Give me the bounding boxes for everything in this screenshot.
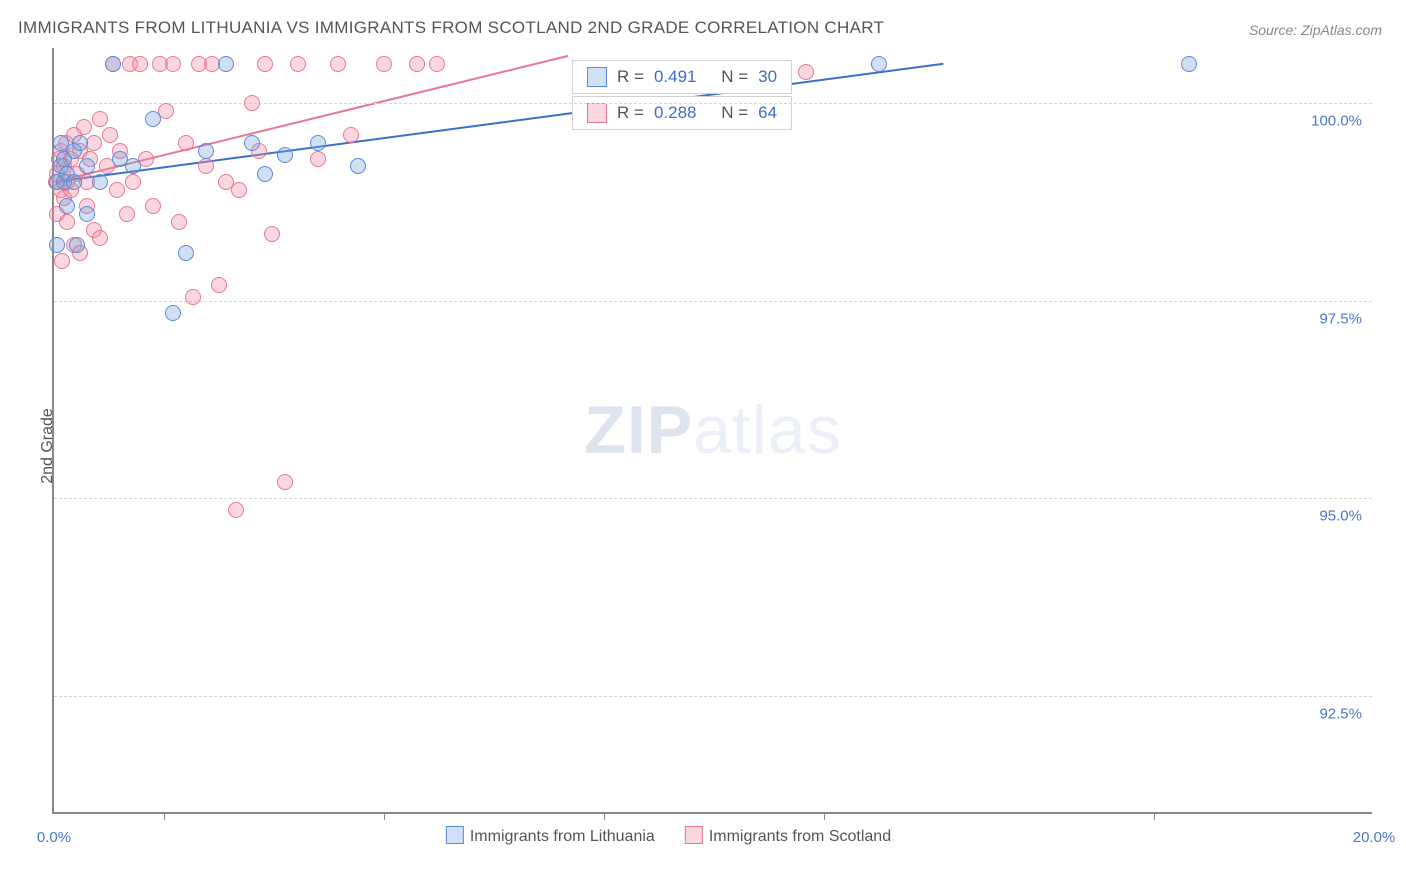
- scatter-point: [257, 166, 273, 182]
- scatter-point: [59, 198, 75, 214]
- x-tick: [164, 812, 165, 820]
- watermark: ZIPatlas: [584, 391, 841, 469]
- x-tick-label: 0.0%: [37, 829, 71, 846]
- scatter-point: [198, 143, 214, 159]
- scatter-point: [92, 174, 108, 190]
- swatch-lithuania: [587, 67, 607, 87]
- scatter-point: [69, 237, 85, 253]
- scatter-point: [125, 174, 141, 190]
- legend-item: Immigrants from Lithuania: [446, 826, 655, 846]
- scatter-point: [290, 56, 306, 72]
- scatter-point: [231, 182, 247, 198]
- scatter-point: [264, 226, 280, 242]
- scatter-point: [178, 135, 194, 151]
- scatter-point: [310, 135, 326, 151]
- trend-line-lithuania: [55, 64, 944, 182]
- scatter-point: [92, 111, 108, 127]
- scatter-point: [330, 56, 346, 72]
- y-tick-label: 95.0%: [1319, 508, 1362, 525]
- x-tick: [1154, 812, 1155, 820]
- trend-lines: [54, 48, 1372, 812]
- legend-item: Immigrants from Scotland: [685, 826, 891, 846]
- scatter-point: [798, 64, 814, 80]
- scatter-point: [165, 305, 181, 321]
- scatter-point: [277, 474, 293, 490]
- scatter-point: [59, 214, 75, 230]
- scatter-point: [105, 56, 121, 72]
- scatter-point: [1181, 56, 1197, 72]
- scatter-point: [277, 147, 293, 163]
- source-attribution: Source: ZipAtlas.com: [1249, 22, 1382, 38]
- scatter-point: [343, 127, 359, 143]
- x-tick: [824, 812, 825, 820]
- scatter-point: [171, 214, 187, 230]
- scatter-point: [228, 502, 244, 518]
- scatter-point: [132, 56, 148, 72]
- grid-line: [54, 696, 1372, 697]
- scatter-point: [165, 56, 181, 72]
- scatter-point: [198, 158, 214, 174]
- scatter-point: [218, 56, 234, 72]
- legend-swatch: [446, 826, 464, 844]
- stats-box-lithuania: R = 0.491 N = 30: [572, 60, 792, 94]
- scatter-point: [185, 289, 201, 305]
- scatter-point: [211, 277, 227, 293]
- scatter-point: [145, 111, 161, 127]
- y-tick-label: 100.0%: [1311, 113, 1362, 130]
- scatter-point: [109, 182, 125, 198]
- grid-line: [54, 301, 1372, 302]
- scatter-point: [350, 158, 366, 174]
- swatch-scotland: [587, 103, 607, 123]
- x-tick: [384, 812, 385, 820]
- scatter-point: [72, 135, 88, 151]
- scatter-point: [178, 245, 194, 261]
- scatter-point: [429, 56, 445, 72]
- scatter-point: [66, 174, 82, 190]
- stats-box-scotland: R = 0.288 N = 64: [572, 96, 792, 130]
- y-tick-label: 97.5%: [1319, 310, 1362, 327]
- scatter-point: [125, 158, 141, 174]
- scatter-point: [145, 198, 161, 214]
- scatter-point: [49, 237, 65, 253]
- chart-title: IMMIGRANTS FROM LITHUANIA VS IMMIGRANTS …: [18, 18, 884, 38]
- scatter-point: [102, 127, 118, 143]
- scatter-point: [54, 253, 70, 269]
- x-tick-label: 20.0%: [1353, 829, 1396, 846]
- scatter-point: [409, 56, 425, 72]
- scatter-point: [376, 56, 392, 72]
- scatter-point: [119, 206, 135, 222]
- scatter-point: [244, 95, 260, 111]
- scatter-point: [257, 56, 273, 72]
- grid-line: [54, 498, 1372, 499]
- scatter-point: [79, 158, 95, 174]
- y-tick-label: 92.5%: [1319, 705, 1362, 722]
- scatter-point: [79, 206, 95, 222]
- bottom-legend: Immigrants from Lithuania Immigrants from…: [446, 826, 891, 846]
- scatter-point: [76, 119, 92, 135]
- scatter-point: [92, 230, 108, 246]
- scatter-point: [871, 56, 887, 72]
- legend-swatch: [685, 826, 703, 844]
- plot-area: ZIPatlas R = 0.491 N = 30 R = 0.288 N = …: [52, 48, 1372, 814]
- scatter-point: [310, 151, 326, 167]
- x-tick: [604, 812, 605, 820]
- scatter-point: [244, 135, 260, 151]
